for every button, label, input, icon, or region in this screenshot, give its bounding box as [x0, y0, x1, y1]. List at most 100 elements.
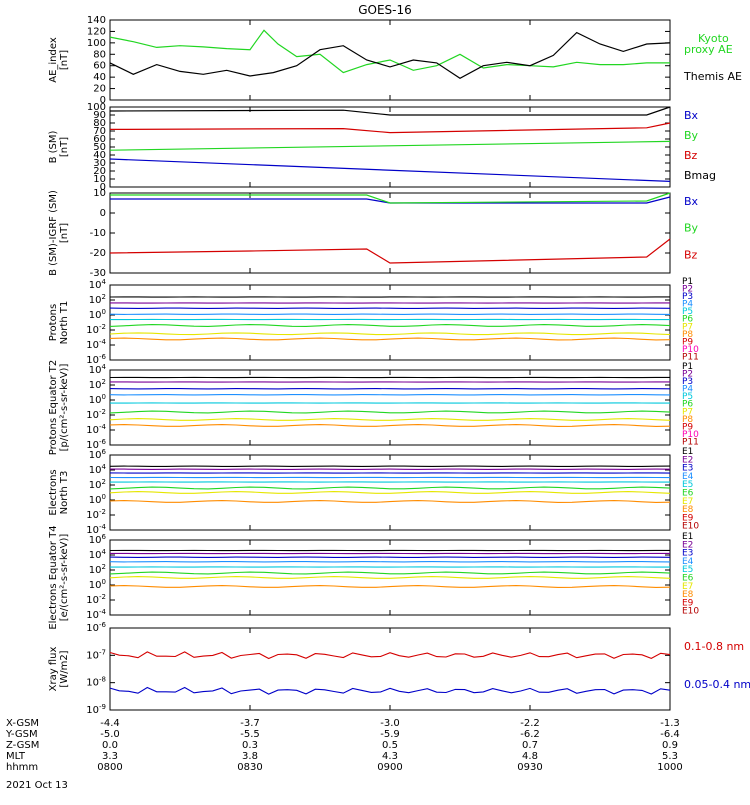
channel-line	[110, 425, 670, 427]
y-tick-label: -20	[90, 248, 106, 259]
footer-value: 4.3	[382, 751, 398, 762]
y-tick-label: 102	[89, 478, 106, 491]
legend-series: Bx	[684, 109, 699, 122]
y-tick-label: 140	[87, 15, 106, 26]
series-line	[110, 33, 670, 79]
y-tick-label: 10-2	[86, 323, 106, 336]
y-tick-label: 120	[87, 26, 106, 37]
footer-value: -6.2	[520, 729, 540, 740]
footer-row-label: hhmm	[6, 762, 38, 773]
channel-line	[110, 492, 670, 494]
y-tick-label: 10-2	[86, 593, 106, 606]
y-tick-label: 100	[89, 393, 106, 406]
y-tick-label: 10	[93, 188, 106, 199]
footer-value: 3.8	[242, 751, 258, 762]
footer-value: 0.9	[662, 740, 678, 751]
footer-value: 0.3	[242, 740, 258, 751]
series-line	[110, 123, 670, 133]
legend-series: 0.1-0.8 nm	[684, 640, 744, 653]
footer-row-label: X-GSM	[6, 718, 39, 729]
legend-series: By	[684, 129, 699, 142]
footer-value: 5.3	[662, 751, 678, 762]
footer-value: -5.5	[240, 729, 260, 740]
legend-channel: E10	[682, 607, 699, 617]
y-axis-label: B (SM)-IGRF (SM)[nT]	[48, 190, 70, 276]
channel-line	[110, 501, 670, 503]
series-line	[110, 688, 670, 695]
legend-channel: P11	[682, 437, 699, 447]
y-axis-label: Xray flux[W/m2]	[48, 647, 70, 692]
y-axis-label: ElectronsNorth T3	[48, 469, 70, 515]
legend-series: Bz	[684, 149, 698, 162]
footer-value: 3.3	[102, 751, 118, 762]
channel-line	[110, 586, 670, 588]
y-axis-label: Electrons Equator T4[e/(cm²-s-sr-keV)]	[48, 525, 70, 629]
panel-frame-7	[110, 628, 670, 710]
series-line	[110, 159, 670, 181]
plot-title: GOES-16	[358, 3, 412, 17]
legend-series: Bmag	[684, 169, 716, 182]
legend-series: Bz	[684, 248, 698, 261]
legend-series: By	[684, 222, 699, 235]
footer-value: 0930	[517, 762, 542, 773]
footer-value: -5.0	[100, 729, 120, 740]
y-tick-label: 100	[89, 578, 106, 591]
y-tick-label: 106	[89, 533, 107, 546]
y-axis-label: Protons Equator T2[p/(cm²-s-sr-keV)]	[48, 360, 70, 456]
series-line	[110, 652, 670, 659]
footer-value: -5.9	[380, 729, 400, 740]
channel-line	[110, 333, 670, 335]
legend-channel: P11	[682, 352, 699, 362]
y-tick-label: 10-4	[86, 608, 106, 621]
footer-value: 1000	[657, 762, 682, 773]
footer-row-label: Y-GSM	[5, 729, 38, 740]
y-tick-label: 100	[89, 308, 106, 321]
y-tick-label: 10-4	[86, 338, 106, 351]
footer-value: -3.0	[380, 718, 400, 729]
orbit-footer: X-GSM-4.4-3.7-3.0-2.2-1.3Y-GSM-5.0-5.5-5…	[5, 718, 683, 773]
footer-value: -6.4	[660, 729, 680, 740]
footer-value: 0900	[377, 762, 402, 773]
footer-value: -4.4	[100, 718, 120, 729]
panel-frame-1	[110, 107, 670, 187]
legend-series: Themis AE	[683, 70, 742, 83]
y-tick-label: 102	[89, 563, 106, 576]
y-tick-label: 106	[89, 448, 107, 461]
date-label: 2021 Oct 13	[6, 780, 68, 791]
y-tick-label: 100	[89, 493, 106, 506]
legend-series: 0.05-0.4 nm	[684, 678, 750, 691]
y-tick-label: 104	[89, 363, 107, 376]
y-tick-label: 80	[93, 49, 106, 60]
y-tick-label: 104	[89, 278, 107, 291]
channel-line	[110, 419, 670, 421]
series-line	[110, 239, 670, 263]
y-axis-label: B (SM)[nT]	[48, 130, 70, 163]
y-tick-label: 10-9	[86, 703, 106, 716]
footer-row-label: MLT	[6, 751, 26, 762]
y-tick-label: 10-4	[86, 423, 106, 436]
channel-line	[110, 572, 670, 574]
channel-line	[110, 338, 670, 340]
y-tick-label: 104	[89, 463, 107, 476]
y-tick-label: 10-8	[86, 676, 106, 689]
footer-value: 4.8	[522, 751, 538, 762]
footer-value: -1.3	[660, 718, 680, 729]
y-tick-label: 102	[89, 293, 106, 306]
y-tick-label: 20	[93, 84, 106, 95]
panel-frame-3	[110, 285, 670, 360]
y-tick-label: 10-6	[86, 621, 106, 634]
channel-line	[110, 325, 670, 327]
y-tick-label: 102	[89, 378, 106, 391]
y-tick-label: 100	[87, 102, 106, 113]
footer-row-label: Z-GSM	[6, 740, 39, 751]
footer-value: 0830	[237, 762, 262, 773]
y-tick-label: 40	[93, 72, 106, 83]
y-tick-label: 10-7	[86, 648, 106, 661]
footer-value: 0.7	[522, 740, 538, 751]
y-tick-label: 0	[100, 208, 106, 219]
y-tick-label: 100	[87, 38, 106, 49]
panel-frame-2	[110, 193, 670, 273]
